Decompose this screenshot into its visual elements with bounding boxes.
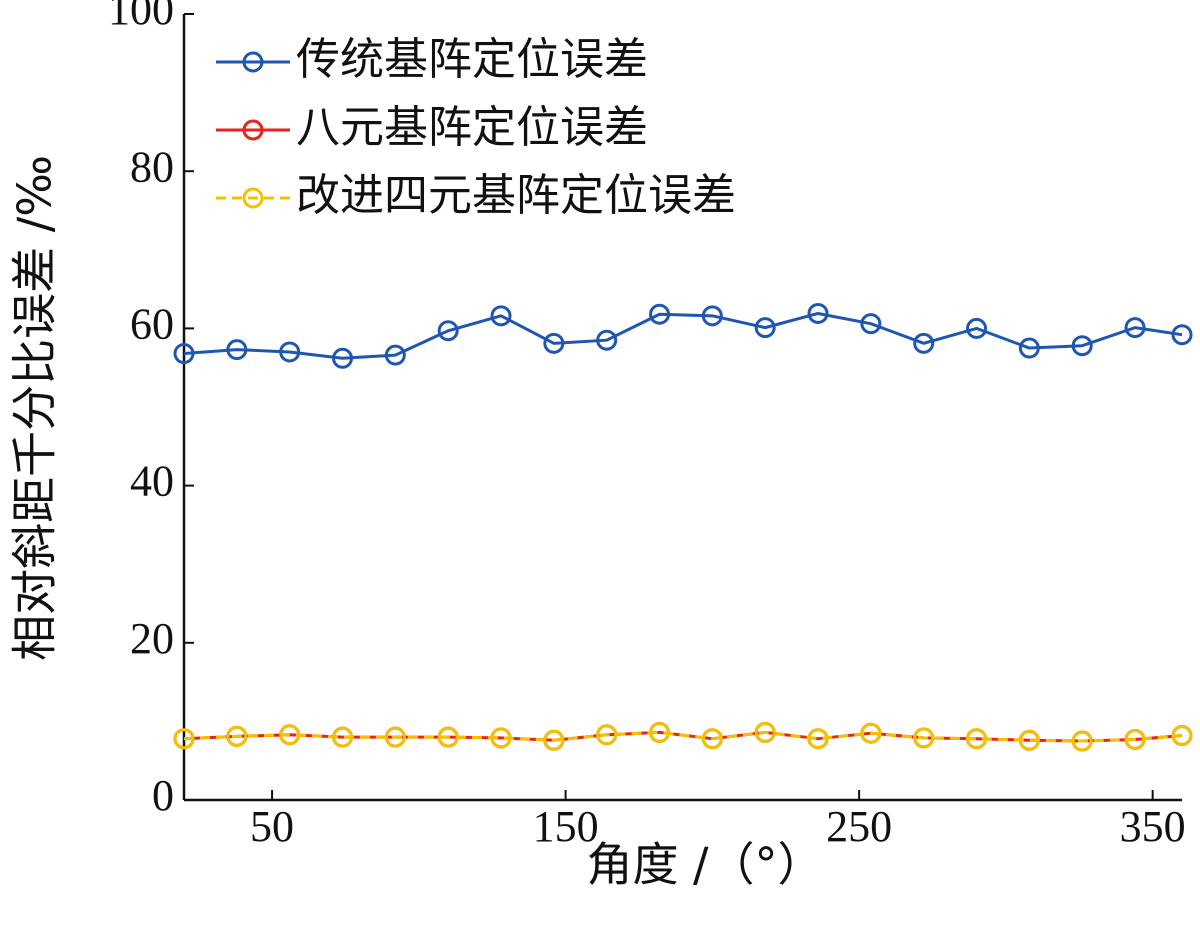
data-point [701,728,723,750]
legend-item: 改进四元基阵定位误差 [216,170,736,221]
data-point [279,724,301,746]
data-point [807,728,829,750]
data-point [966,317,988,339]
data-point [913,727,935,749]
x-axis-title: 角度 /（°） [586,837,823,891]
data-point [860,722,882,744]
legend-marker [242,119,264,141]
y-tick-label: 80 [130,142,174,191]
y-tick-label: 100 [108,0,174,34]
legend-item: 传统基阵定位误差 [216,34,648,85]
data-point [332,726,354,748]
legend-marker [242,51,264,73]
data-point [543,332,565,354]
data-point [1071,335,1093,357]
data-point [754,317,776,339]
data-point [1018,337,1040,359]
data-point [543,729,565,751]
y-tick-label: 40 [130,457,174,506]
y-axis-title: 相对斜距千分比误差 /‰ [8,155,62,661]
x-tick-label: 250 [826,802,892,851]
data-point [226,725,248,747]
data-point [701,305,723,327]
data-point [1124,728,1146,750]
data-point [437,726,459,748]
data-point [596,329,618,351]
x-tick-label: 50 [250,802,294,851]
series-line [183,311,1183,360]
data-point [173,343,195,365]
axis-ticks: 0 20 40 60 80 100 50 150 250 350 [108,0,1186,851]
data-point [1124,317,1146,339]
data-point [332,347,354,369]
data-point [754,721,776,743]
data-point [1171,725,1193,747]
legend-marker [242,187,264,209]
data-point [490,727,512,749]
series-1 [173,302,1193,369]
x-tick-label: 350 [1120,802,1186,851]
data-point [1018,729,1040,751]
data-point [649,721,671,743]
legend-label: 八元基阵定位误差 [296,102,648,153]
data-point [490,305,512,327]
data-point [226,339,248,361]
data-point [384,344,406,366]
data-point [279,341,301,363]
data-point [1071,730,1093,752]
data-point [437,320,459,342]
data-point [384,726,406,748]
axes [182,14,1182,802]
data-point [649,303,671,325]
x-tick-label: 150 [533,802,599,851]
data-point [1171,324,1193,346]
data-point [860,313,882,335]
data-point [913,332,935,354]
data-point [966,728,988,750]
series-3 [173,721,1193,752]
data-point [173,728,195,750]
y-tick-label: 20 [130,614,174,663]
legend-item: 八元基阵定位误差 [216,102,648,153]
data-series [173,302,1193,752]
y-tick-label: 0 [152,771,174,820]
data-point [596,724,618,746]
data-point [807,302,829,324]
y-tick-label: 60 [130,299,174,348]
legend-label: 改进四元基阵定位误差 [296,170,736,221]
legend-label: 传统基阵定位误差 [296,34,648,85]
